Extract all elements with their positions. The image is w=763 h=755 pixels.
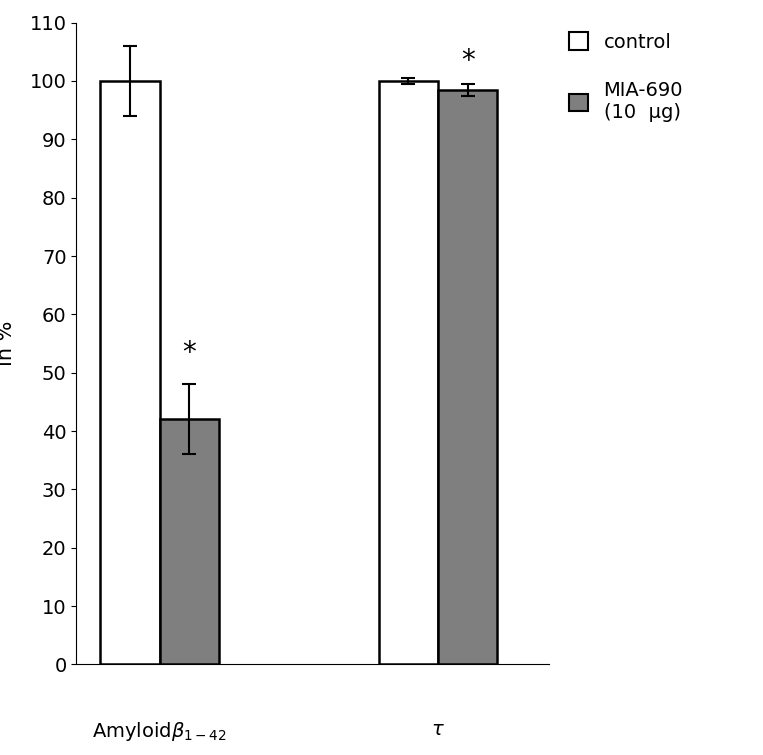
Text: $\tau$: $\tau$ [431, 720, 445, 739]
Legend: control, MIA-690
(10  μg): control, MIA-690 (10 μg) [568, 32, 683, 122]
Y-axis label: in %: in % [0, 321, 16, 366]
Text: Amyloid$\beta_{1-42}$: Amyloid$\beta_{1-42}$ [92, 720, 227, 743]
Text: *: * [461, 47, 475, 76]
Text: *: * [182, 339, 196, 367]
Bar [101, 81, 159, 664]
Bar [378, 81, 438, 664]
Bar [438, 90, 497, 664]
Bar [159, 419, 219, 664]
